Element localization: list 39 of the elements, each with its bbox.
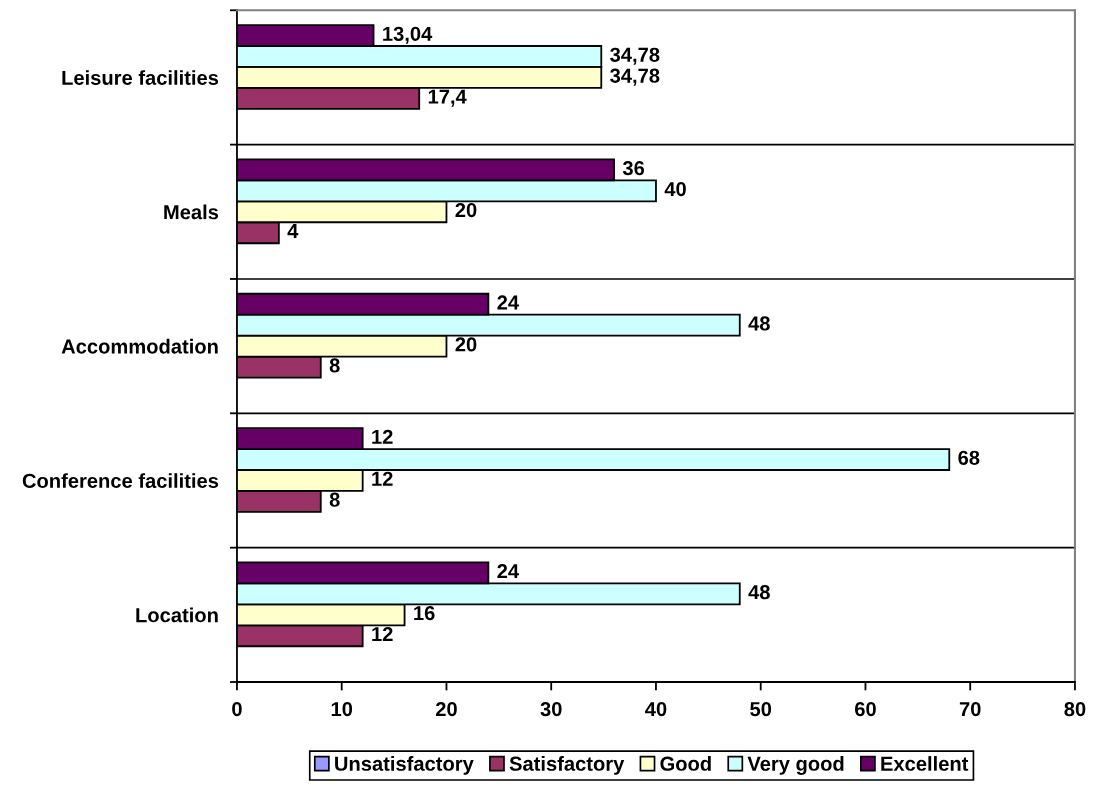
data-label: 68 xyxy=(958,450,980,465)
y-tick-label: Location xyxy=(136,607,218,623)
data-label: 8 xyxy=(329,358,340,373)
x-tick-label: 10 xyxy=(331,701,353,717)
data-label: 13,04 xyxy=(383,26,433,44)
x-tick-label: 0 xyxy=(232,701,242,717)
data-label: 8 xyxy=(329,492,340,507)
x-tick-label: 20 xyxy=(435,701,457,717)
data-label: 12 xyxy=(372,429,393,444)
data-label: 24 xyxy=(497,295,519,310)
data-label: 24 xyxy=(497,564,519,579)
legend-label: Satisfactory xyxy=(509,756,625,775)
data-label: 12 xyxy=(372,626,393,641)
x-tick-label: 80 xyxy=(1064,701,1086,717)
data-label: 34,78 xyxy=(610,47,660,65)
legend-label: Unsatisfactory xyxy=(335,756,474,775)
y-tick-label: Accommodation xyxy=(61,338,218,354)
x-tick-label: 30 xyxy=(540,701,562,717)
x-tick-label: 50 xyxy=(750,701,772,717)
data-label: 17,4 xyxy=(428,89,467,107)
data-label: 20 xyxy=(455,337,477,352)
data-label: 40 xyxy=(664,181,686,197)
legend-label: Excellent xyxy=(881,756,969,771)
y-tick-label: Conference facilities xyxy=(22,473,219,488)
data-label: 48 xyxy=(748,585,770,600)
data-label: 16 xyxy=(414,605,435,621)
data-label: 48 xyxy=(748,316,770,331)
x-tick-label: 70 xyxy=(959,701,981,717)
data-label: 12 xyxy=(372,471,393,486)
data-label: 34,78 xyxy=(610,68,660,86)
data-label: 20 xyxy=(455,202,477,218)
y-tick-label: Meals xyxy=(164,204,219,220)
x-tick-label: 60 xyxy=(855,701,876,717)
data-label: 4 xyxy=(287,224,299,238)
legend-label: Good xyxy=(660,756,711,771)
legend-label: Very good xyxy=(747,756,844,775)
x-tick-label: 40 xyxy=(645,701,667,717)
y-tick-label: Leisure facilities xyxy=(62,70,219,85)
data-label: 36 xyxy=(622,161,645,176)
